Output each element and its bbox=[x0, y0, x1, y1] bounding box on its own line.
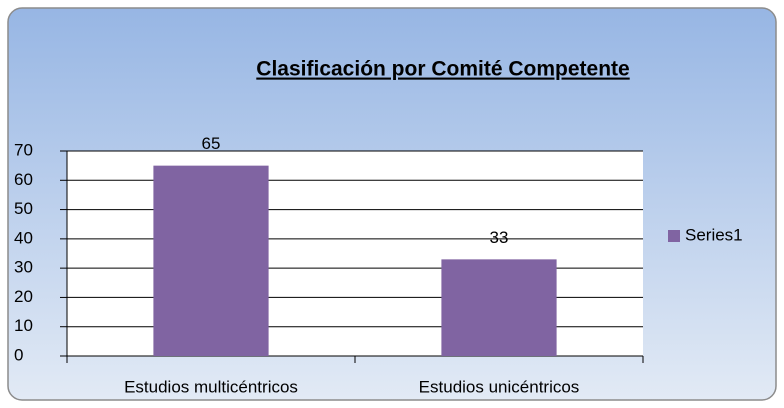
bar bbox=[441, 259, 557, 356]
chart-title: Clasificación por Comité Competente bbox=[256, 58, 629, 81]
x-tick-label: Estudios unicéntricos bbox=[419, 377, 580, 396]
y-tick-label: 60 bbox=[14, 170, 33, 189]
y-tick-label: 20 bbox=[14, 287, 33, 306]
y-tick-label: 50 bbox=[14, 199, 33, 218]
y-tick-label: 10 bbox=[14, 316, 33, 335]
legend-swatch bbox=[668, 230, 680, 242]
data-label: 33 bbox=[490, 228, 509, 247]
legend-label: Series1 bbox=[685, 225, 743, 244]
x-tick-label: Estudios multicéntricos bbox=[124, 377, 298, 396]
y-tick-label: 40 bbox=[14, 228, 33, 247]
bar bbox=[153, 165, 269, 356]
y-tick-label: 30 bbox=[14, 258, 33, 277]
y-tick-label: 0 bbox=[14, 345, 23, 364]
y-tick-label: 70 bbox=[14, 140, 33, 159]
data-label: 65 bbox=[202, 134, 221, 153]
